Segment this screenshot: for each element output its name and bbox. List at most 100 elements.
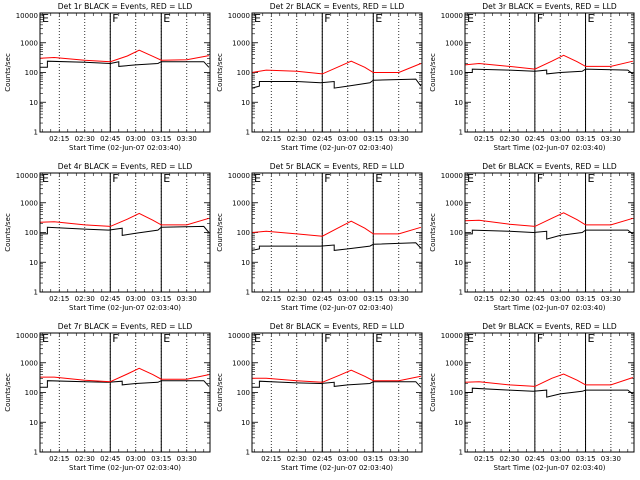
y-tick-label: 1000 <box>20 39 38 47</box>
x-tick-label: 02:15 <box>261 295 281 303</box>
plot-frame <box>39 172 211 293</box>
x-tick-label: 02:30 <box>287 295 307 303</box>
plot-frame <box>464 172 635 293</box>
x-axis-label: Start Time (02-Jun-07 02:03:40) <box>281 144 393 152</box>
x-tick-label: 02:15 <box>49 135 69 143</box>
segment-marker-label: F <box>324 172 330 185</box>
x-tick-label: 03:15 <box>363 295 383 303</box>
x-tick-label: 02:30 <box>499 295 519 303</box>
segment-marker-label: F <box>537 172 543 185</box>
detector-panel: Det 1r BLACK = Events, RED = LLD Counts/s… <box>4 2 211 152</box>
x-tick-label: 02:15 <box>474 295 494 303</box>
panel-title: Det 7r BLACK = Events, RED = LLD <box>58 322 193 331</box>
panel-title: Det 5r BLACK = Events, RED = LLD <box>270 162 405 171</box>
segment-marker-label: F <box>537 332 543 345</box>
segment-marker-label: E <box>467 12 474 25</box>
x-tick-label: 03:00 <box>126 295 146 303</box>
segment-marker-label: E <box>254 172 261 185</box>
y-tick-label: 10000 <box>228 172 250 180</box>
x-tick-label: 02:45 <box>312 135 332 143</box>
x-tick-label: 03:30 <box>389 455 409 463</box>
lld-series-line <box>39 212 210 227</box>
y-tick-label: 10000 <box>16 332 38 340</box>
y-axis-label: Counts/sec <box>216 213 224 252</box>
y-tick-label: 1000 <box>232 199 250 207</box>
x-tick-label: 02:45 <box>525 135 545 143</box>
segment-marker-label: E <box>42 332 49 345</box>
segment-marker-label: F <box>324 12 330 25</box>
events-series-line <box>465 229 634 240</box>
events-series-line <box>252 380 422 388</box>
segment-marker-label: E <box>163 12 170 25</box>
y-tick-label: 100 <box>237 229 250 237</box>
lld-series-line <box>251 60 422 75</box>
x-tick-label: 02:45 <box>100 455 120 463</box>
y-tick-label: 1 <box>246 129 250 137</box>
detector-panel: Det 6r BLACK = Events, RED = LLD Counts/s… <box>429 162 635 312</box>
segment-marker-label: E <box>375 172 382 185</box>
y-tick-label: 1000 <box>232 39 250 47</box>
segment-marker-label: E <box>254 12 261 25</box>
lld-series-line <box>251 220 422 237</box>
y-axis-label: Counts/sec <box>216 373 224 412</box>
events-series-line <box>40 380 210 388</box>
detector-panel: Det 2r BLACK = Events, RED = LLD Counts/s… <box>216 2 423 152</box>
y-tick-label: 100 <box>237 389 250 397</box>
y-tick-label: 10 <box>454 259 463 267</box>
x-tick-label: 03:15 <box>575 295 595 303</box>
segment-marker-label: E <box>375 332 382 345</box>
panel-title: Det 4r BLACK = Events, RED = LLD <box>58 162 193 171</box>
x-tick-label: 03:30 <box>177 135 197 143</box>
y-tick-label: 10 <box>29 99 38 107</box>
x-tick-label: 03:00 <box>338 295 358 303</box>
x-tick-label: 03:00 <box>126 135 146 143</box>
x-tick-label: 03:00 <box>338 135 358 143</box>
panel-title: Det 1r BLACK = Events, RED = LLD <box>58 2 193 11</box>
lld-series-line <box>464 373 634 387</box>
panel-title: Det 9r BLACK = Events, RED = LLD <box>482 322 617 331</box>
x-tick-label: 03:00 <box>550 295 570 303</box>
lld-series-line <box>252 369 421 383</box>
x-tick-label: 03:30 <box>177 295 197 303</box>
y-tick-label: 1 <box>459 129 463 137</box>
y-tick-label: 1 <box>459 289 463 297</box>
segment-marker-label: E <box>163 172 170 185</box>
plot-frame <box>39 332 211 453</box>
y-tick-label: 100 <box>25 69 38 77</box>
y-axis-label: Counts/sec <box>4 373 12 412</box>
segment-marker-label: E <box>467 332 474 345</box>
y-tick-label: 10000 <box>441 332 463 340</box>
lld-series-line <box>464 54 634 70</box>
plot-frame <box>464 332 635 453</box>
segment-marker-label: E <box>254 332 261 345</box>
y-tick-label: 10 <box>241 259 250 267</box>
y-tick-label: 10 <box>454 99 463 107</box>
x-tick-label: 03:00 <box>126 455 146 463</box>
detector-panel: Det 4r BLACK = Events, RED = LLD Counts/s… <box>4 162 211 312</box>
y-axis-label: Counts/sec <box>429 53 437 92</box>
detector-panel: Det 9r BLACK = Events, RED = LLD Counts/s… <box>429 322 635 472</box>
x-tick-label: 02:30 <box>75 455 95 463</box>
x-axis-label: Start Time (02-Jun-07 02:03:40) <box>69 464 181 472</box>
x-tick-label: 03:00 <box>550 135 570 143</box>
plot-frame <box>251 12 423 133</box>
y-axis-label: Counts/sec <box>216 53 224 92</box>
y-tick-label: 10 <box>241 419 250 427</box>
segment-marker-label: F <box>112 172 118 185</box>
events-series-line <box>40 225 210 236</box>
segment-marker-label: E <box>588 172 595 185</box>
segment-marker-label: E <box>588 332 595 345</box>
segment-marker-label: F <box>324 332 330 345</box>
y-tick-label: 1000 <box>232 359 250 367</box>
y-tick-label: 100 <box>450 389 463 397</box>
y-tick-label: 10000 <box>16 12 38 20</box>
x-tick-label: 03:15 <box>363 135 383 143</box>
y-tick-label: 10000 <box>228 332 250 340</box>
y-tick-label: 1 <box>34 129 38 137</box>
y-tick-label: 100 <box>25 229 38 237</box>
y-tick-label: 10 <box>241 99 250 107</box>
x-tick-label: 03:15 <box>363 455 383 463</box>
x-tick-label: 02:45 <box>525 455 545 463</box>
y-axis-label: Counts/sec <box>4 213 12 252</box>
x-axis-label: Start Time (02-Jun-07 02:03:40) <box>69 304 181 312</box>
